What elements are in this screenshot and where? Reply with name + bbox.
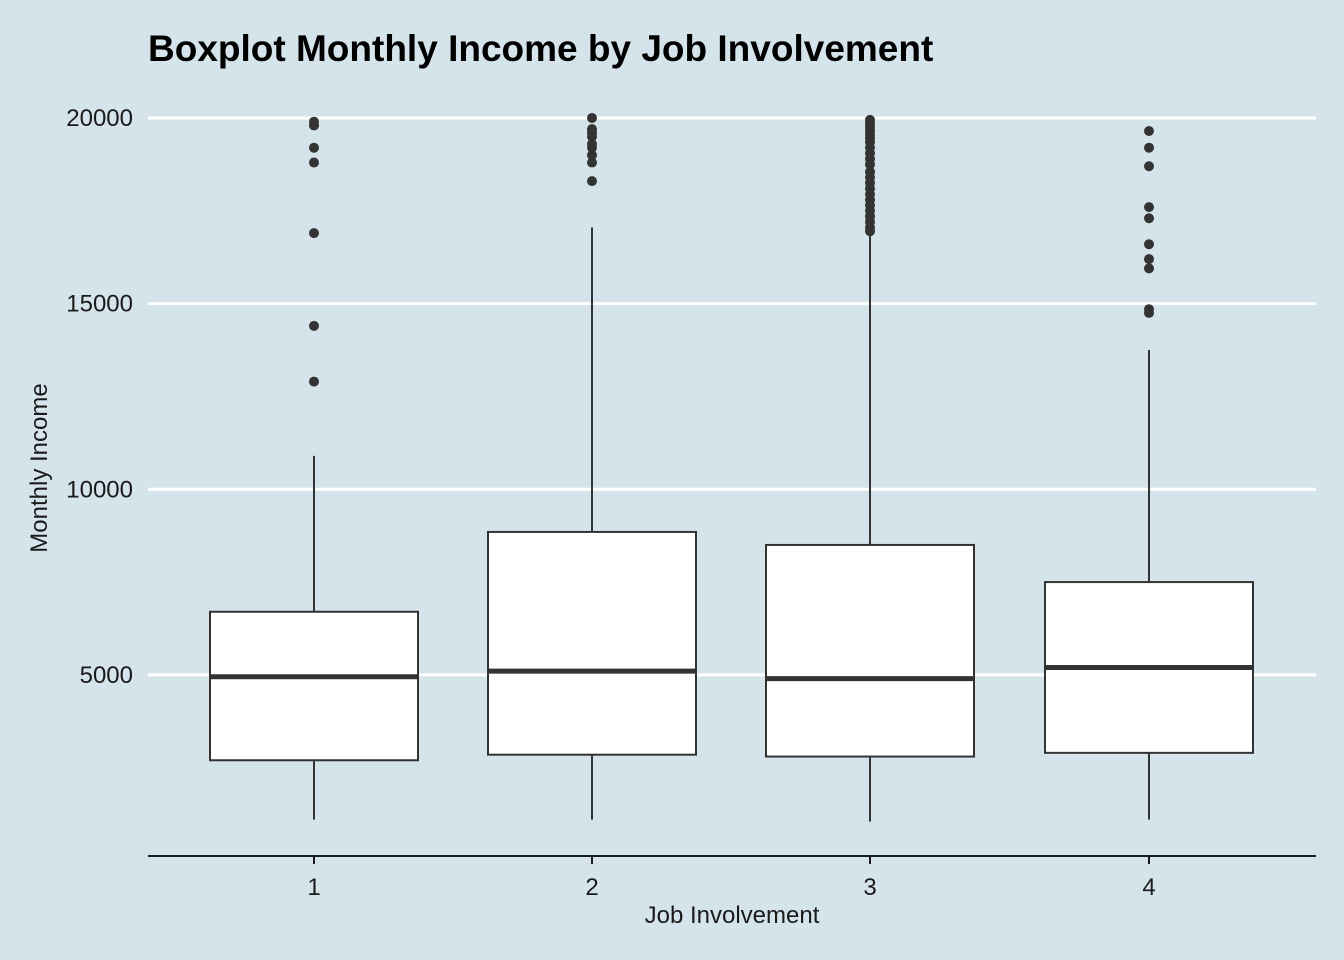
x-axis-label: Job Involvement (645, 902, 820, 929)
x-axis-ticks: 1 2 3 4 (307, 856, 1156, 901)
outlier-point (1144, 254, 1154, 265)
y-axis-tick-labels: 5000 10000 15000 20000 (66, 105, 133, 689)
box-iqr (209, 610, 419, 762)
y-tick-label-5000: 5000 (80, 662, 133, 689)
x-tick-label-4: 4 (1142, 874, 1155, 901)
outlier-point (309, 157, 319, 168)
box-iqr (765, 543, 975, 758)
outlier-point (587, 157, 597, 168)
y-tick-label-10000: 10000 (66, 476, 133, 503)
outlier-point (309, 228, 319, 239)
chart-title: Boxplot Monthly Income by Job Involvemen… (148, 28, 933, 69)
x-tick-label-2: 2 (585, 874, 598, 901)
outlier-point (1144, 125, 1154, 136)
outlier-point (309, 320, 319, 331)
box-group-1 (209, 116, 419, 820)
outlier-point (1144, 202, 1154, 213)
x-tick-label-1: 1 (307, 874, 320, 901)
box-group-4 (1044, 125, 1254, 820)
outlier-point (587, 150, 597, 161)
outlier-point (587, 131, 597, 142)
outlier-point (1144, 142, 1154, 153)
outlier-point (587, 142, 597, 153)
box-group-3 (765, 114, 975, 822)
outlier-point (309, 120, 319, 131)
y-tick-label-20000: 20000 (66, 105, 133, 132)
outlier-point (1144, 161, 1154, 172)
outlier-point (309, 376, 319, 387)
x-tick-label-3: 3 (863, 874, 876, 901)
outlier-point (865, 159, 875, 170)
outlier-point (309, 142, 319, 153)
outlier-point (587, 113, 597, 123)
outlier-point (865, 226, 875, 237)
boxes (209, 113, 1254, 822)
box-iqr (487, 530, 697, 756)
y-axis-label: Monthly Income (26, 383, 53, 552)
outlier-point (1144, 213, 1154, 224)
outlier-point (1144, 263, 1154, 274)
outlier-point (1144, 307, 1154, 318)
outlier-point (1144, 239, 1154, 250)
outlier-point (587, 176, 597, 187)
box-group-2 (487, 113, 697, 820)
y-tick-label-15000: 15000 (66, 291, 133, 318)
